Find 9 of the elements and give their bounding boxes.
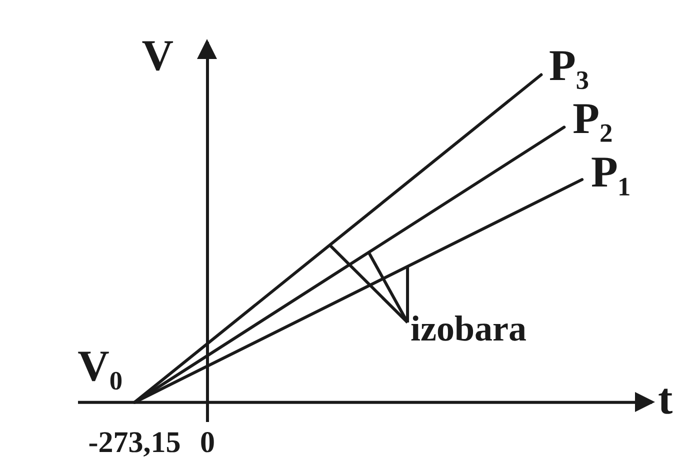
y-axis-title: V bbox=[142, 31, 174, 80]
x-axis-title: t bbox=[658, 374, 673, 424]
series-label: P₂ bbox=[572, 94, 613, 144]
series-label: P₁ bbox=[591, 147, 632, 196]
annotation: izobara bbox=[410, 308, 527, 348]
x-tick-label: 0 bbox=[200, 426, 215, 459]
series-label: P₃ bbox=[548, 40, 590, 90]
annotation: V₀ bbox=[78, 341, 123, 390]
x-tick-label: -273,15 bbox=[88, 426, 181, 459]
